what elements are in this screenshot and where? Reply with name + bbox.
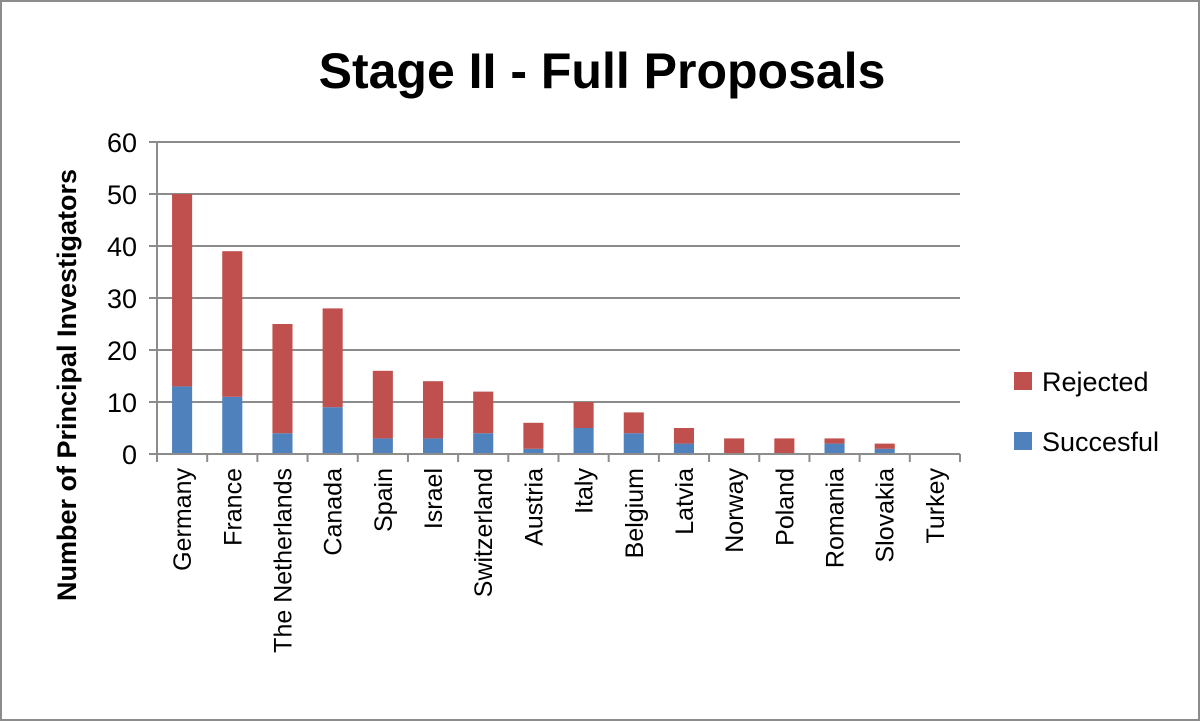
y-tick-label: 0 [122, 440, 137, 470]
bar-succesful-the-netherlands [272, 433, 293, 454]
bar-rejected-italy [573, 402, 594, 428]
x-tick-label: Austria [520, 468, 548, 546]
bar-rejected-poland [774, 438, 795, 454]
bar-succesful-canada [322, 407, 343, 454]
x-tick-label: Poland [771, 468, 799, 546]
bar-rejected-latvia [673, 428, 695, 444]
bar-rejected-switzerland [473, 391, 494, 434]
bar-succesful-slovakia [874, 448, 895, 454]
x-tick-label: Latvia [671, 468, 699, 535]
x-tick-label: Italy [571, 468, 599, 514]
x-tick-label: Canada [320, 468, 348, 556]
axes [156, 142, 961, 462]
bar-succesful-germany [172, 386, 193, 454]
bars [172, 194, 895, 454]
chart-title: Stage II - Full Proposals [319, 43, 886, 99]
x-tick-label: Switzerland [470, 468, 498, 597]
legend: Rejected Succesful [1014, 367, 1159, 457]
x-tick-label: Norway [721, 468, 749, 553]
x-tick-label: Germany [169, 468, 197, 571]
x-tick-label: Slovakia [872, 468, 900, 563]
x-tick-label: France [219, 468, 247, 546]
bar-rejected-france [222, 251, 243, 397]
bar-rejected-belgium [623, 412, 644, 434]
bar-succesful-belgium [623, 433, 644, 454]
y-tick-label: 60 [107, 128, 137, 158]
bar-rejected-israel [422, 381, 444, 439]
legend-label-rejected: Rejected [1042, 367, 1149, 397]
x-tick-label: Israel [420, 468, 448, 529]
x-tick-label: Turkey [922, 468, 950, 544]
gridlines [149, 141, 960, 455]
bar-rejected-the-netherlands [272, 324, 293, 434]
bar-rejected-spain [372, 370, 393, 439]
y-tick-label: 50 [107, 180, 137, 210]
x-tick-labels: Germany France The Netherlands Canada Spain I… [169, 468, 950, 653]
legend-swatch-succesful [1014, 432, 1032, 450]
x-tick-label: Belgium [621, 468, 649, 558]
bar-rejected-canada [322, 308, 343, 408]
y-tick-label: 30 [107, 284, 137, 314]
bar-rejected-germany [172, 194, 193, 387]
bar-succesful-romania [824, 443, 845, 454]
legend-label-succesful: Succesful [1042, 427, 1159, 457]
bar-rejected-slovakia [874, 443, 895, 449]
y-axis-label: Number of Principal Investigators [52, 169, 82, 601]
bar-succesful-latvia [673, 443, 695, 454]
bar-succesful-austria [523, 448, 544, 454]
bar-rejected-norway [724, 438, 745, 454]
y-tick-label: 10 [107, 388, 137, 418]
bar-succesful-spain [372, 438, 393, 454]
y-tick-labels: 0 10 20 30 40 50 60 [107, 128, 137, 470]
bar-succesful-israel [422, 438, 444, 454]
x-tick-label: Romania [822, 468, 850, 568]
y-tick-label: 20 [107, 336, 137, 366]
legend-swatch-rejected [1014, 372, 1032, 390]
bar-rejected-romania [824, 438, 845, 444]
y-tick-label: 40 [107, 232, 137, 262]
x-tick-label: Spain [370, 468, 398, 532]
x-tick-label: The Netherlands [269, 468, 297, 653]
bar-succesful-switzerland [473, 433, 494, 454]
bar-succesful-italy [573, 428, 594, 454]
bar-succesful-france [222, 396, 243, 454]
bar-rejected-austria [523, 422, 544, 449]
